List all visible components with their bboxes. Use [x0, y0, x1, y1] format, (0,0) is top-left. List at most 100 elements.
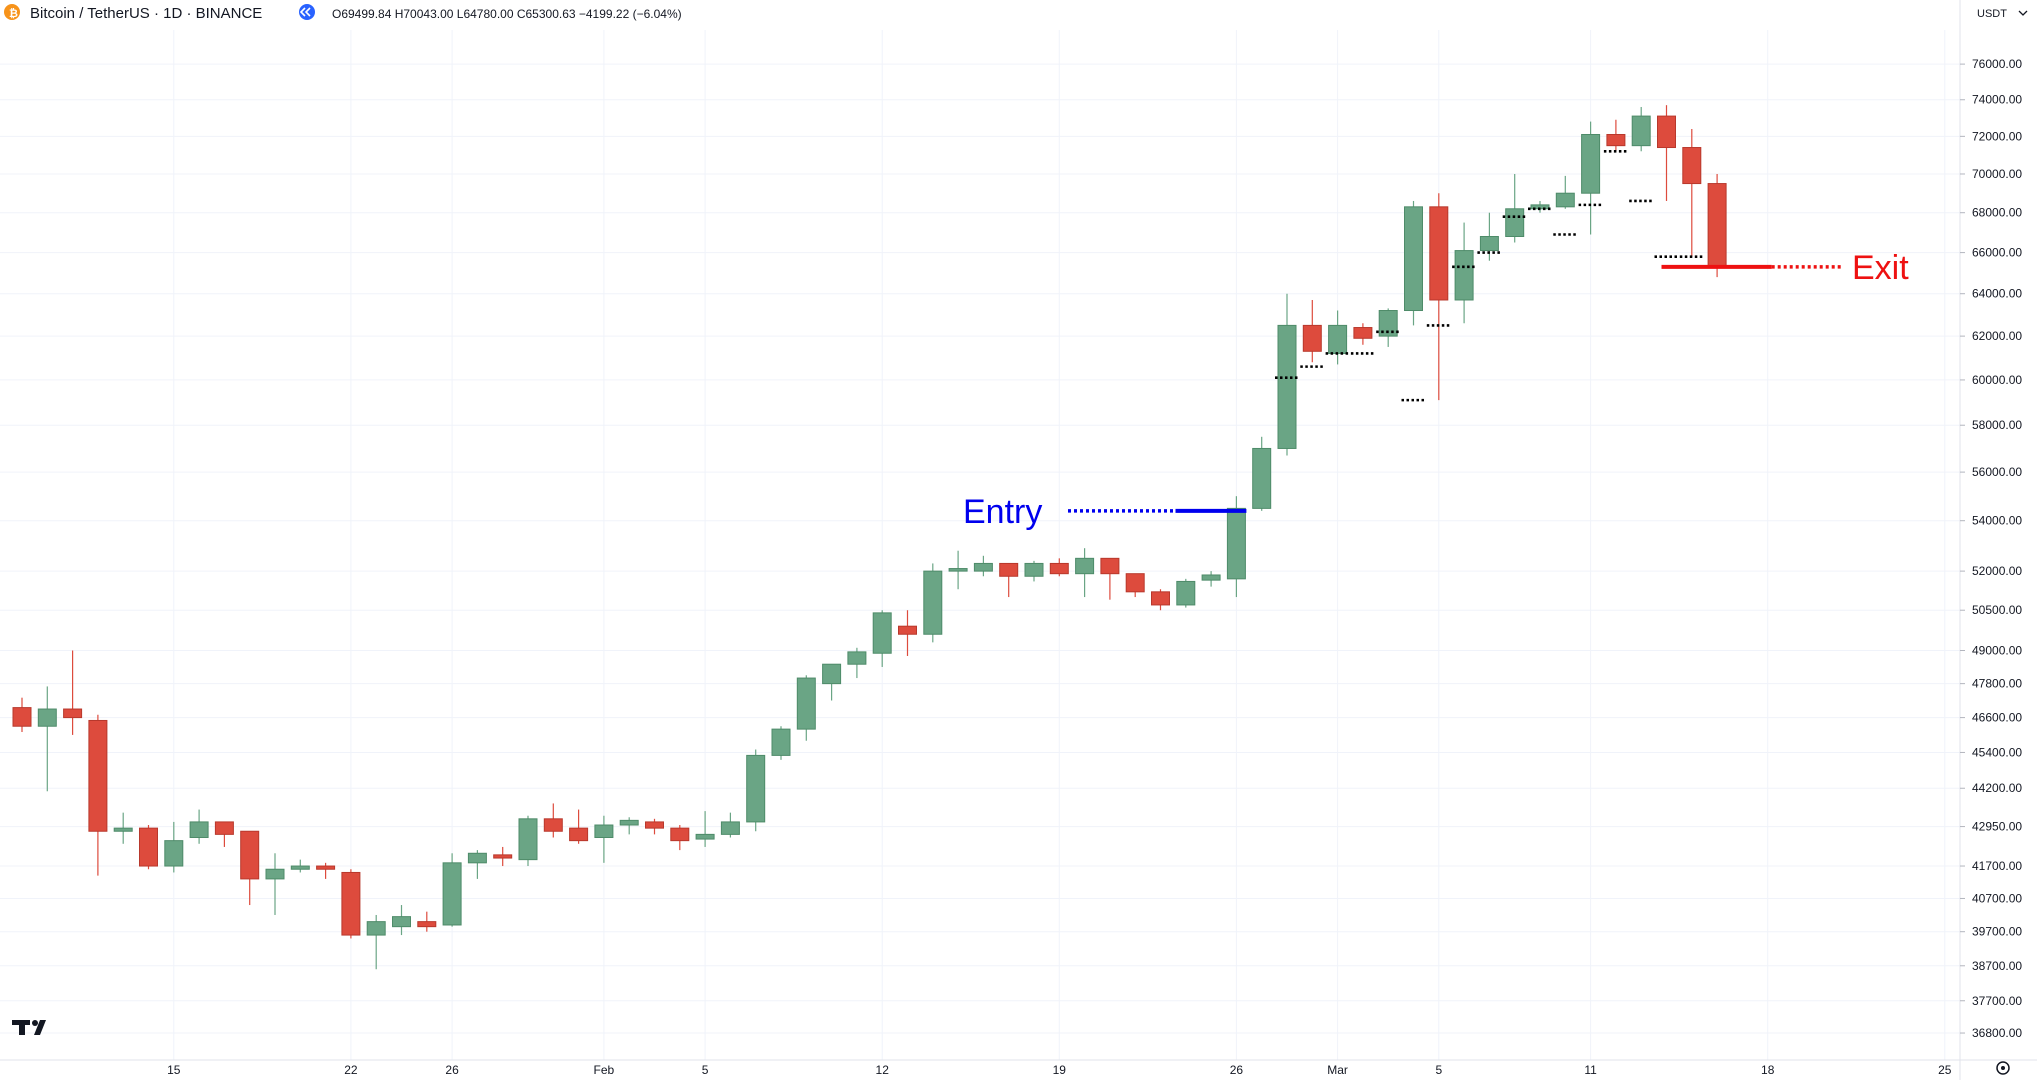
y-tick-label: 36800.00 — [1972, 1026, 2022, 1040]
y-tick-label: 66000.00 — [1972, 246, 2022, 260]
y-tick-label: 52000.00 — [1972, 564, 2022, 578]
candle[interactable] — [999, 562, 1019, 598]
candle-body — [1176, 580, 1196, 606]
candle[interactable] — [1682, 128, 1702, 257]
y-tick-label: 40700.00 — [1972, 891, 2022, 905]
candle[interactable] — [796, 675, 816, 741]
candle[interactable] — [467, 850, 487, 879]
candle[interactable] — [594, 815, 614, 863]
candle-body — [695, 833, 715, 840]
candle[interactable] — [746, 749, 766, 832]
candle[interactable] — [240, 830, 260, 906]
candle[interactable] — [265, 853, 285, 915]
candle[interactable] — [771, 726, 791, 760]
candle[interactable] — [113, 812, 133, 844]
candle[interactable] — [392, 905, 411, 936]
candle[interactable] — [88, 714, 108, 876]
candle[interactable] — [872, 610, 892, 667]
candle[interactable] — [1151, 589, 1170, 611]
candle[interactable] — [164, 821, 184, 873]
candle[interactable] — [290, 859, 310, 873]
candle-body — [1024, 562, 1044, 577]
candle[interactable] — [720, 812, 740, 838]
currency-selector[interactable]: USDT — [1977, 8, 2028, 20]
candle-body — [467, 852, 487, 864]
svg-text:₿: ₿ — [9, 8, 18, 20]
candle[interactable] — [670, 825, 690, 851]
candle[interactable] — [1125, 573, 1145, 598]
candle[interactable] — [1226, 496, 1246, 598]
candle[interactable] — [1581, 121, 1601, 235]
x-tick-label: 26 — [1230, 1063, 1244, 1077]
candle[interactable] — [63, 650, 83, 735]
y-tick-label: 42950.00 — [1972, 820, 2022, 834]
candle[interactable] — [695, 811, 715, 847]
candle[interactable] — [847, 647, 867, 679]
candle[interactable] — [1707, 173, 1727, 278]
candle[interactable] — [37, 686, 57, 792]
candle[interactable] — [822, 663, 842, 701]
gear-icon[interactable] — [1996, 1061, 2010, 1075]
candle[interactable] — [214, 821, 234, 847]
candle[interactable] — [316, 862, 336, 879]
candle[interactable] — [1176, 578, 1196, 608]
candle[interactable] — [1429, 193, 1449, 401]
y-tick-label: 46600.00 — [1972, 711, 2022, 725]
y-tick-label: 70000.00 — [1972, 167, 2022, 181]
candle[interactable] — [1075, 548, 1095, 598]
candle-body — [1581, 133, 1601, 194]
candle[interactable] — [1454, 222, 1474, 324]
candle-body — [746, 754, 766, 823]
candle[interactable] — [341, 869, 361, 939]
candle[interactable] — [948, 550, 968, 590]
currency-label: USDT — [1977, 8, 2007, 20]
candle[interactable] — [1252, 436, 1272, 511]
candle-body — [999, 562, 1019, 577]
candle[interactable] — [1024, 560, 1044, 582]
y-tick-label: 45400.00 — [1972, 745, 2022, 759]
candle[interactable] — [619, 817, 639, 835]
candle[interactable] — [1277, 293, 1297, 456]
tradingview-logo[interactable] — [12, 1020, 46, 1035]
candle[interactable] — [366, 914, 386, 970]
candle[interactable] — [923, 563, 943, 643]
candle[interactable] — [417, 911, 437, 932]
candle[interactable] — [493, 846, 513, 867]
candle[interactable] — [189, 809, 209, 844]
candle[interactable] — [1100, 557, 1120, 600]
candle[interactable] — [442, 853, 462, 927]
candle[interactable] — [543, 803, 563, 838]
candle-body — [1505, 208, 1525, 237]
candle-body — [139, 827, 158, 867]
candle[interactable] — [569, 809, 589, 844]
candle[interactable] — [1378, 308, 1398, 347]
candle[interactable] — [1302, 299, 1322, 363]
candle-body — [214, 821, 234, 835]
x-tick-label: 5 — [1435, 1063, 1442, 1077]
candle[interactable] — [973, 555, 993, 577]
y-tick-label: 38700.00 — [1972, 959, 2022, 973]
candle[interactable] — [1555, 175, 1575, 209]
candle-body — [543, 818, 563, 832]
y-tick-label: 47800.00 — [1972, 677, 2022, 691]
y-tick-label: 68000.00 — [1972, 206, 2022, 220]
candle[interactable] — [898, 610, 917, 656]
candle[interactable] — [1404, 200, 1423, 326]
candle-body — [771, 728, 791, 756]
candle[interactable] — [1353, 323, 1373, 345]
candle[interactable] — [1201, 571, 1221, 587]
candle[interactable] — [139, 825, 158, 870]
candle[interactable] — [1631, 106, 1651, 152]
candle[interactable] — [1657, 105, 1676, 201]
y-tick-label: 41700.00 — [1972, 859, 2022, 873]
candle[interactable] — [645, 818, 664, 835]
candle[interactable] — [12, 697, 32, 733]
candle[interactable] — [1049, 558, 1069, 577]
candle-body — [1479, 235, 1499, 252]
candle[interactable] — [1606, 119, 1626, 152]
candle[interactable] — [518, 815, 538, 867]
candle-body — [1657, 115, 1676, 149]
x-tick-label: 26 — [445, 1063, 459, 1077]
